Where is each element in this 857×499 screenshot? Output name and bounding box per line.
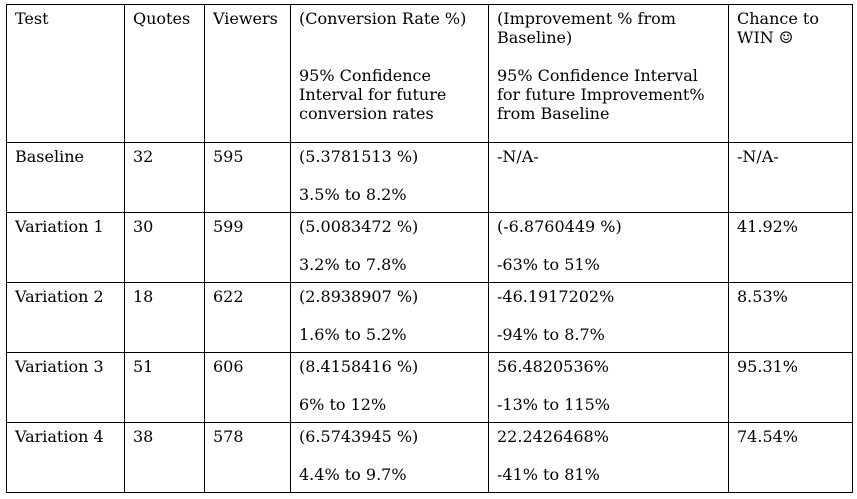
- table-row: Baseline 32 595 (5.3781513 %) 3.5% to 8.…: [6, 142, 853, 213]
- header-test: Test: [6, 4, 125, 143]
- header-conversion-rate: (Conversion Rate %) 95% Confidence Inter…: [290, 4, 489, 143]
- improvement-value: 56.4820536%: [497, 357, 609, 376]
- test-name: Variation 2: [15, 287, 104, 306]
- cell-improvement: -N/A-: [488, 142, 729, 213]
- cell-test: Baseline: [6, 142, 125, 213]
- table-row: Variation 4 38 578 (6.5743945 %) 4.4% to…: [6, 422, 853, 493]
- conversion-ci-value: 3.2% to 7.8%: [299, 255, 407, 274]
- cell-quotes: 38: [124, 422, 205, 493]
- header-conversion-ci-line1: 95% Confidence: [299, 66, 431, 85]
- conversion-ci-value: 1.6% to 5.2%: [299, 325, 407, 344]
- header-chance-line2: WIN ☺: [737, 28, 794, 47]
- chance-value: 95.31%: [737, 357, 799, 376]
- header-conversion-ci-line2: Interval for future: [299, 85, 447, 104]
- table-row: Variation 2 18 622 (2.8938907 %) 1.6% to…: [6, 282, 853, 353]
- results-table: Test Quotes Viewers (Conversion Rate %) …: [6, 4, 853, 493]
- improvement-ci-value: -13% to 115%: [497, 395, 610, 414]
- cell-quotes: 32: [124, 142, 205, 213]
- conversion-rate-value: (8.4158416 %): [299, 357, 419, 376]
- header-improvement-ci-line3: from Baseline: [497, 104, 610, 123]
- header-improvement: (Improvement % from Baseline) 95% Confid…: [488, 4, 729, 143]
- cell-viewers: 578: [204, 422, 291, 493]
- test-name: Variation 4: [15, 427, 104, 446]
- viewers-value: 599: [213, 217, 244, 236]
- cell-viewers: 599: [204, 212, 291, 283]
- quotes-value: 18: [133, 287, 154, 306]
- improvement-value: 22.2426468%: [497, 427, 609, 446]
- cell-conversion: (6.5743945 %) 4.4% to 9.7%: [290, 422, 489, 493]
- cell-conversion: (2.8938907 %) 1.6% to 5.2%: [290, 282, 489, 353]
- header-viewers-label: Viewers: [213, 9, 278, 28]
- header-conversion-ci-line3: conversion rates: [299, 104, 434, 123]
- cell-improvement: 56.4820536% -13% to 115%: [488, 352, 729, 423]
- quotes-value: 30: [133, 217, 154, 236]
- cell-conversion: (5.3781513 %) 3.5% to 8.2%: [290, 142, 489, 213]
- cell-test: Variation 3: [6, 352, 125, 423]
- improvement-ci-value: -94% to 8.7%: [497, 325, 605, 344]
- header-improvement-ci-line1: 95% Confidence Interval: [497, 66, 698, 85]
- cell-test: Variation 4: [6, 422, 125, 493]
- cell-quotes: 51: [124, 352, 205, 423]
- improvement-ci-value: -63% to 51%: [497, 255, 600, 274]
- improvement-value: (-6.8760449 %): [497, 217, 622, 236]
- chance-value: -N/A-: [737, 147, 779, 166]
- conversion-ci-value: 4.4% to 9.7%: [299, 465, 407, 484]
- viewers-value: 606: [213, 357, 244, 376]
- test-name: Baseline: [15, 147, 84, 166]
- cell-chance: 74.54%: [728, 422, 853, 493]
- header-improvement-ci-line2: for future Improvement%: [497, 85, 705, 104]
- cell-viewers: 622: [204, 282, 291, 353]
- header-improvement-title-line1: (Improvement % from: [497, 9, 676, 28]
- test-name: Variation 3: [15, 357, 104, 376]
- header-conversion-title: (Conversion Rate %): [299, 9, 467, 28]
- conversion-rate-value: (2.8938907 %): [299, 287, 419, 306]
- conversion-rate-value: (6.5743945 %): [299, 427, 419, 446]
- conversion-rate-value: (5.3781513 %): [299, 147, 419, 166]
- conversion-ci-value: 6% to 12%: [299, 395, 387, 414]
- cell-improvement: -46.1917202% -94% to 8.7%: [488, 282, 729, 353]
- cell-quotes: 30: [124, 212, 205, 283]
- viewers-value: 595: [213, 147, 244, 166]
- header-quotes-label: Quotes: [133, 9, 191, 28]
- cell-test: Variation 2: [6, 282, 125, 353]
- cell-viewers: 595: [204, 142, 291, 213]
- header-quotes: Quotes: [124, 4, 205, 143]
- cell-chance: 41.92%: [728, 212, 853, 283]
- cell-test: Variation 1: [6, 212, 125, 283]
- quotes-value: 51: [133, 357, 154, 376]
- table-row: Variation 3 51 606 (8.4158416 %) 6% to 1…: [6, 352, 853, 423]
- improvement-value: -46.1917202%: [497, 287, 615, 306]
- conversion-rate-value: (5.0083472 %): [299, 217, 419, 236]
- quotes-value: 32: [133, 147, 154, 166]
- table-row: Variation 1 30 599 (5.0083472 %) 3.2% to…: [6, 212, 853, 283]
- test-name: Variation 1: [15, 217, 104, 236]
- improvement-value: -N/A-: [497, 147, 539, 166]
- viewers-value: 622: [213, 287, 244, 306]
- cell-conversion: (8.4158416 %) 6% to 12%: [290, 352, 489, 423]
- cell-quotes: 18: [124, 282, 205, 353]
- cell-viewers: 606: [204, 352, 291, 423]
- chance-value: 74.54%: [737, 427, 799, 446]
- header-chance-to-win: Chance to WIN ☺: [728, 4, 853, 143]
- chance-value: 8.53%: [737, 287, 788, 306]
- header-viewers: Viewers: [204, 4, 291, 143]
- header-test-label: Test: [15, 9, 49, 28]
- improvement-ci-value: -41% to 81%: [497, 465, 600, 484]
- quotes-value: 38: [133, 427, 154, 446]
- cell-improvement: 22.2426468% -41% to 81%: [488, 422, 729, 493]
- header-improvement-title-line2: Baseline): [497, 28, 573, 47]
- chance-value: 41.92%: [737, 217, 799, 236]
- cell-improvement: (-6.8760449 %) -63% to 51%: [488, 212, 729, 283]
- cell-chance: 8.53%: [728, 282, 853, 353]
- cell-chance: -N/A-: [728, 142, 853, 213]
- cell-chance: 95.31%: [728, 352, 853, 423]
- header-chance-line1: Chance to: [737, 9, 819, 28]
- viewers-value: 578: [213, 427, 244, 446]
- cell-conversion: (5.0083472 %) 3.2% to 7.8%: [290, 212, 489, 283]
- conversion-ci-value: 3.5% to 8.2%: [299, 185, 407, 204]
- header-row: Test Quotes Viewers (Conversion Rate %) …: [6, 4, 853, 143]
